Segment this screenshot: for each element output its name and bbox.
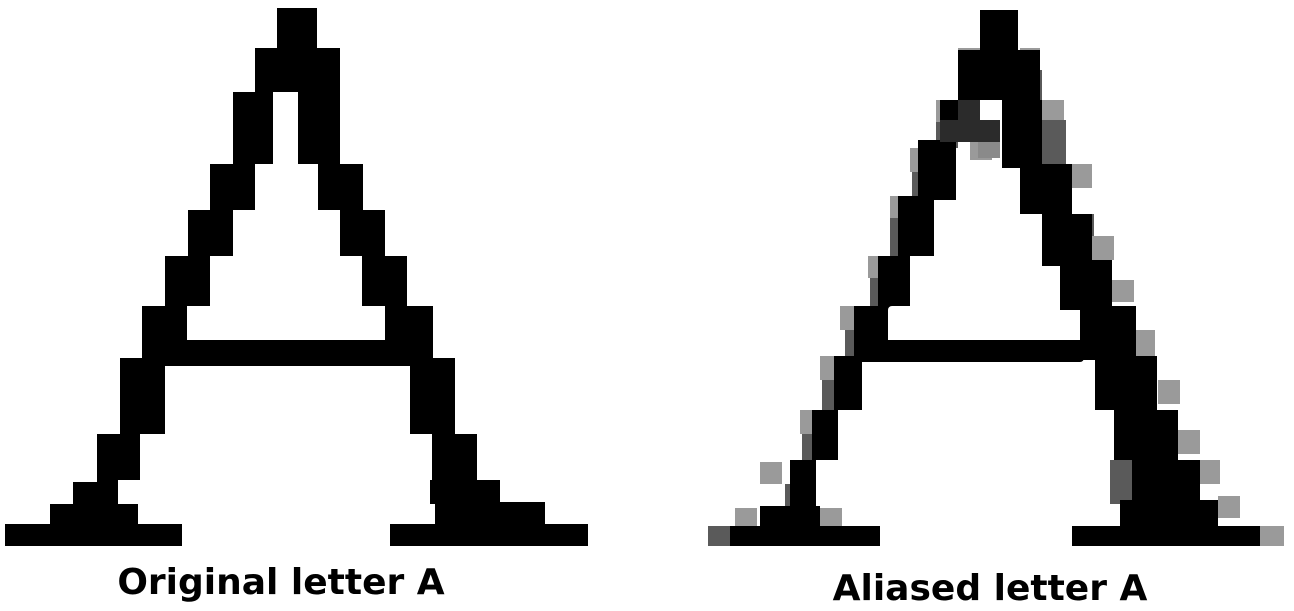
original-letter-caption: Original letter A — [117, 562, 445, 603]
aliased-letter-a-glyph — [708, 10, 1284, 546]
aliased-letter-caption: Aliased letter A — [832, 568, 1148, 609]
aliased-letter-panel: Aliased letter A — [640, 0, 1294, 611]
original-letter-panel: Original letter A — [0, 0, 620, 611]
original-letter-a-glyph — [5, 8, 588, 546]
